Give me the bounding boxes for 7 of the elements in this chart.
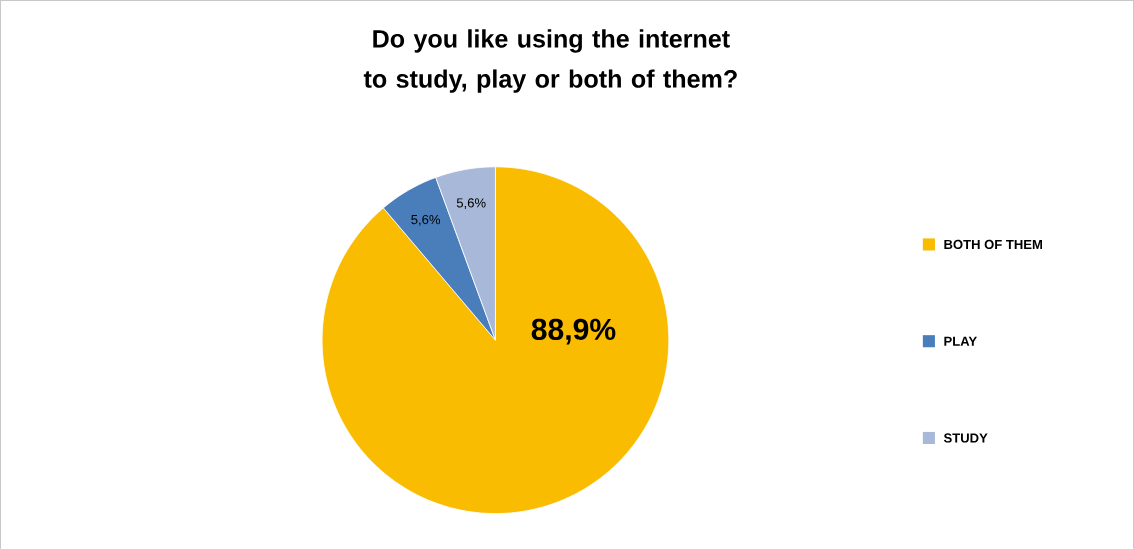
data-label: 5,6% [411,214,441,226]
legend-label: BOTH OF THEM [944,239,1042,249]
legend-label: STUDY [943,433,988,443]
legend-label: PLAY [944,336,977,346]
data-label: 5,6% [456,198,486,209]
chart-title: Do you like using the internet to study, play or both of them? [363,29,737,93]
data-label: 88,9% [531,318,616,345]
